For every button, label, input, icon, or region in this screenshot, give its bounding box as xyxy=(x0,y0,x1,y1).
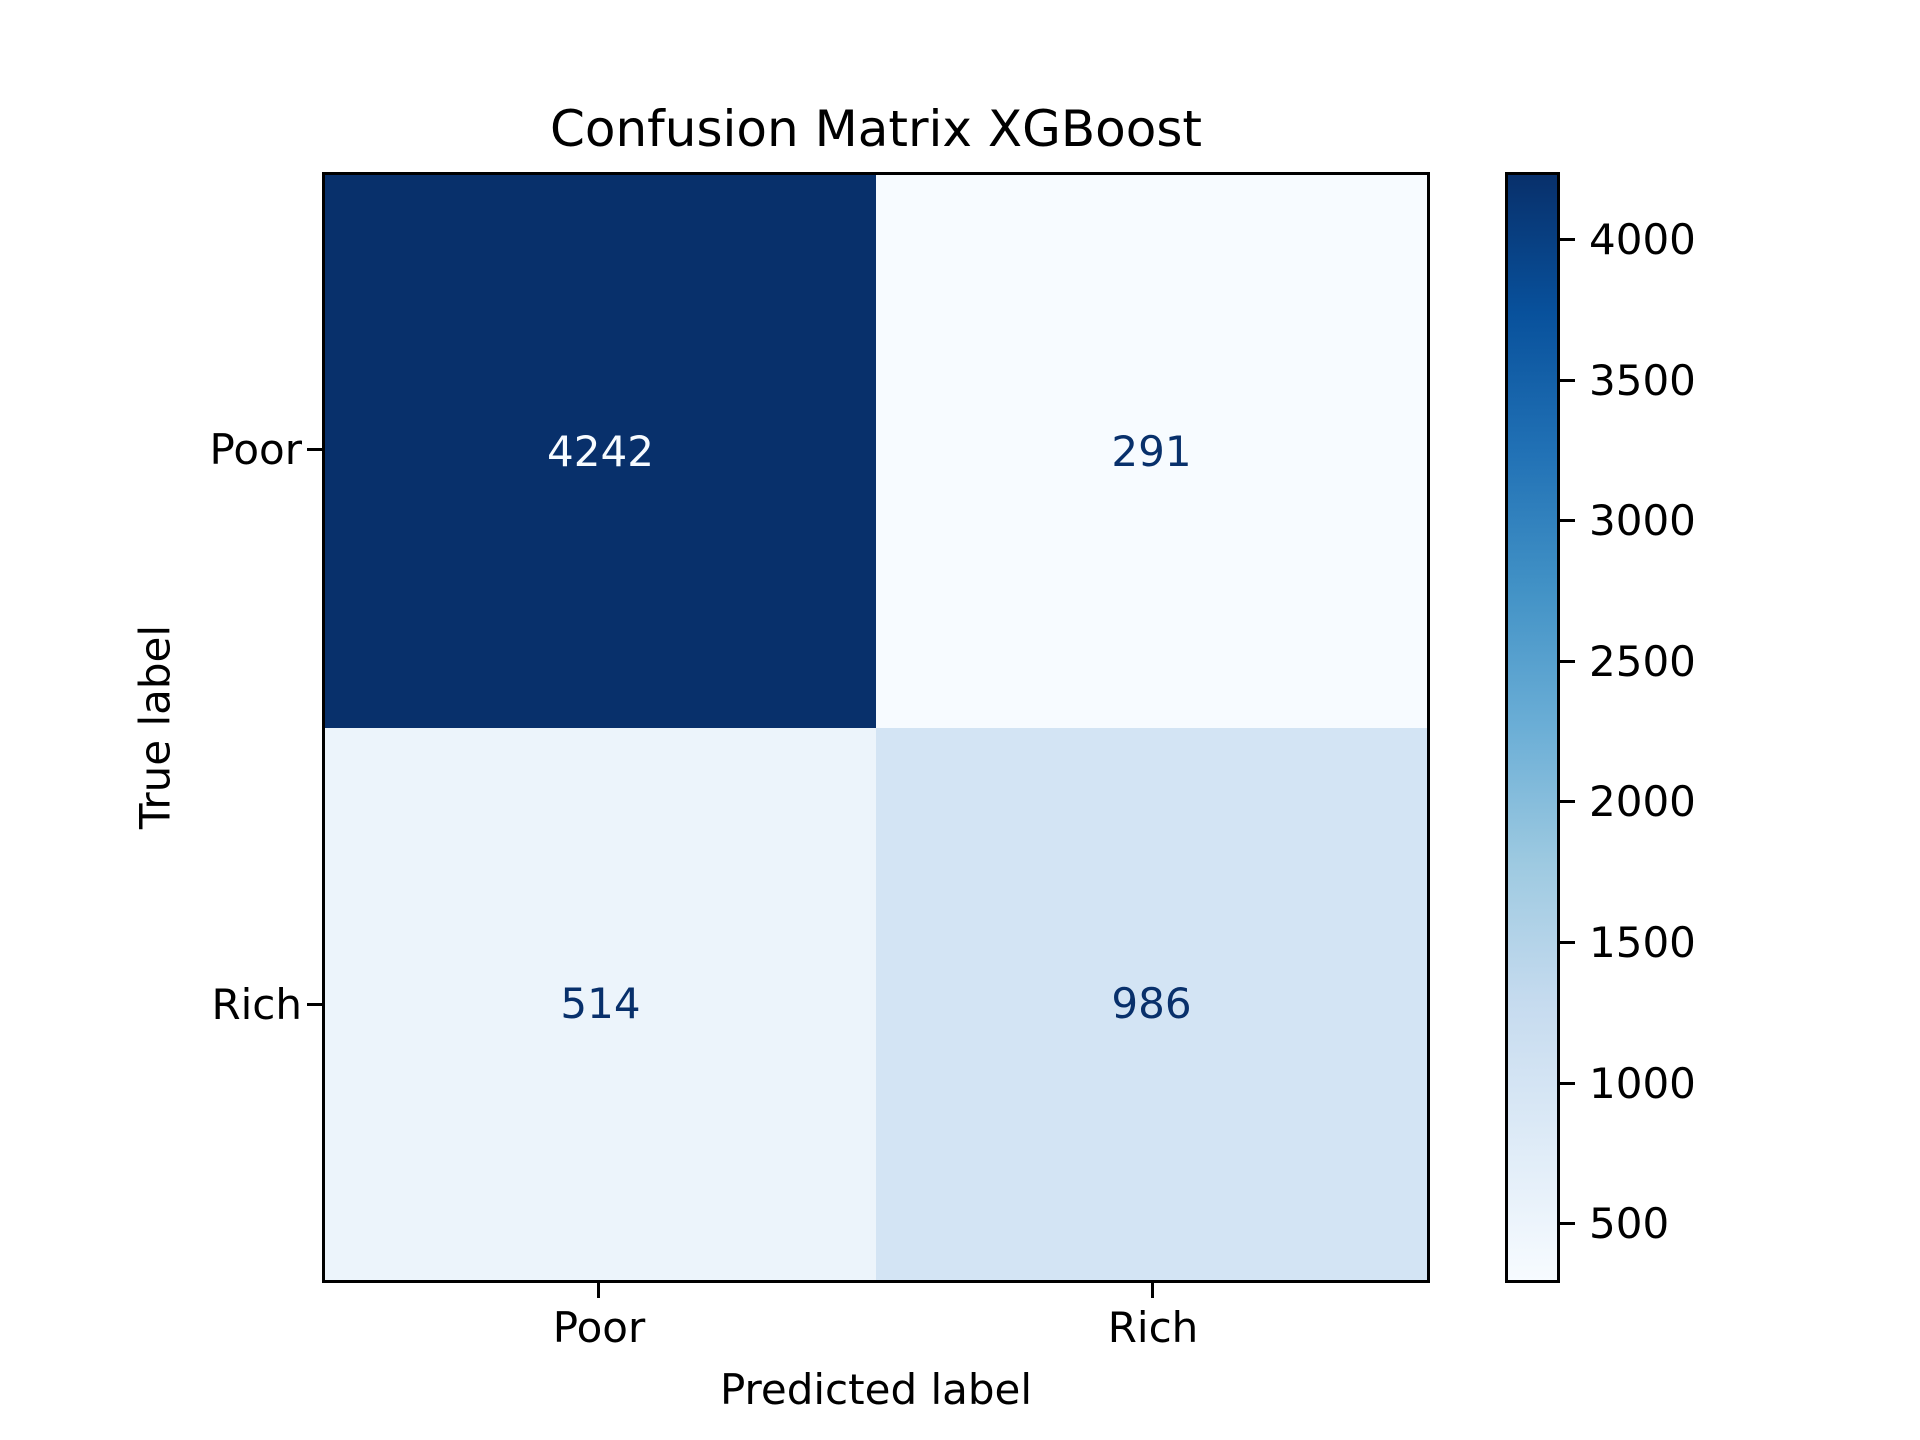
chart-title: Confusion Matrix XGBoost xyxy=(549,100,1203,158)
x-tick-label-rich: Rich xyxy=(1107,1303,1199,1352)
x-axis-tick-poor xyxy=(597,1283,600,1298)
colorbar-tick-1000 xyxy=(1560,1082,1575,1085)
y-tick-label-poor: Poor xyxy=(209,425,303,474)
colorbar-tick-3500 xyxy=(1560,379,1575,382)
colorbar-tick-2500 xyxy=(1560,660,1575,663)
colorbar-label-2000: 2000 xyxy=(1589,777,1696,826)
colorbar-tick-2000 xyxy=(1560,800,1575,803)
x-axis-tick-rich xyxy=(1151,1283,1154,1298)
y-axis-tick-rich xyxy=(307,1003,322,1006)
colorbar-label-500: 500 xyxy=(1589,1199,1670,1248)
colorbar-label-1500: 1500 xyxy=(1589,918,1696,967)
colorbar-tick-500 xyxy=(1560,1222,1575,1225)
colorbar-label-3500: 3500 xyxy=(1589,356,1696,405)
y-tick-label-rich: Rich xyxy=(211,980,302,1029)
colorbar-tick-3000 xyxy=(1560,519,1575,522)
colorbar-label-3000: 3000 xyxy=(1589,496,1696,545)
colorbar-label-2500: 2500 xyxy=(1589,637,1696,686)
matrix-cell-true-poor-pred-poor: 4242 xyxy=(325,175,876,728)
colorbar-gradient xyxy=(1505,172,1560,1283)
matrix-cell-true-rich-pred-poor: 514 xyxy=(325,727,876,1280)
colorbar-tick-1500 xyxy=(1560,941,1575,944)
x-tick-label-poor: Poor xyxy=(552,1303,646,1352)
colorbar-tick-4000 xyxy=(1560,238,1575,241)
colorbar-label-1000: 1000 xyxy=(1589,1059,1696,1108)
matrix-cell-true-poor-pred-rich: 291 xyxy=(876,175,1427,728)
y-axis-tick-poor xyxy=(307,448,322,451)
heatmap-plot-area: 4242 291 514 986 xyxy=(322,172,1430,1283)
y-axis-label: True label xyxy=(130,624,180,830)
colorbar-label-4000: 4000 xyxy=(1589,215,1696,264)
matrix-cell-true-rich-pred-rich: 986 xyxy=(876,727,1427,1280)
x-axis-label: Predicted label xyxy=(719,1365,1033,1414)
